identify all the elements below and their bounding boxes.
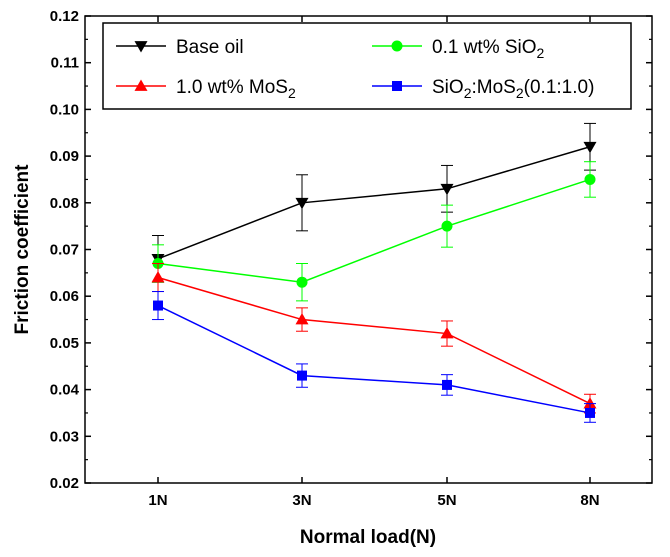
- series-line: [157, 146, 591, 260]
- y-tick-label: 0.08: [50, 195, 79, 212]
- data-point: [295, 197, 309, 210]
- legend-label: 0.1 wt% SiO2: [432, 37, 545, 61]
- y-tick-label: 0.09: [50, 148, 79, 165]
- data-point: [153, 300, 163, 311]
- y-tick-label: 0.10: [50, 101, 79, 118]
- data-point: [585, 407, 595, 418]
- legend-label: Base oil: [176, 37, 244, 58]
- x-tick-label: 1N: [148, 492, 167, 509]
- data-point: [442, 379, 452, 390]
- legend-marker: [134, 79, 148, 91]
- legend: Base oil 0.1 wt% SiO2 1.0 wt% MoS2 SiO2:MoS…: [102, 22, 632, 110]
- legend-marker: [392, 81, 402, 91]
- data-point: [296, 276, 308, 288]
- x-axis-title: Normal load(N): [300, 527, 436, 548]
- y-tick-label: 0.02: [50, 475, 79, 492]
- y-tick-label: 0.05: [50, 335, 79, 352]
- data-point: [297, 370, 307, 381]
- legend-marker: [391, 40, 403, 52]
- series-3: [152, 291, 596, 423]
- y-tick-label: 0.12: [50, 8, 79, 25]
- data-point: [440, 183, 454, 196]
- legend-box: [102, 22, 632, 110]
- series-1: [152, 161, 596, 302]
- y-tick-label: 0.11: [51, 55, 79, 72]
- series-line: [157, 276, 591, 405]
- y-tick-label: 0.03: [50, 428, 79, 445]
- legend-marker: [134, 41, 148, 53]
- legend-item: 1.0 wt% MoS2: [116, 77, 296, 101]
- y-tick-label: 0.07: [50, 242, 79, 259]
- x-tick-label: 5N: [437, 492, 456, 509]
- data-point: [441, 220, 453, 232]
- legend-item: 0.1 wt% SiO2: [372, 37, 545, 61]
- series-line: [157, 178, 591, 283]
- legend-item: SiO2:MoS2(0.1:1.0): [372, 77, 594, 101]
- y-tick-label: 0.04: [50, 382, 80, 399]
- y-tick-label: 0.06: [50, 288, 79, 305]
- series-2: [151, 263, 597, 414]
- x-tick-label: 8N: [580, 492, 599, 509]
- data-point: [151, 271, 165, 283]
- series-0: [151, 122, 597, 283]
- data-point: [295, 313, 309, 325]
- series-layer: [151, 122, 597, 423]
- legend-item: Base oil: [116, 37, 244, 58]
- y-axis: 0.02 0.03 0.04 0.05 0.06 0.07 0.08 0.09 0.10 0.11…: [50, 8, 652, 492]
- x-tick-label: 3N: [292, 492, 311, 509]
- data-point: [583, 141, 597, 154]
- data-point: [583, 397, 597, 409]
- legend-label: 1.0 wt% MoS2: [176, 77, 296, 101]
- legend-label: SiO2:MoS2(0.1:1.0): [432, 77, 594, 101]
- data-point: [584, 173, 596, 185]
- y-axis-title: Friction coefficient: [12, 164, 33, 335]
- data-point: [440, 327, 454, 339]
- x-axis: 1N 3N 5N 8N: [148, 16, 600, 509]
- series-line: [157, 304, 591, 414]
